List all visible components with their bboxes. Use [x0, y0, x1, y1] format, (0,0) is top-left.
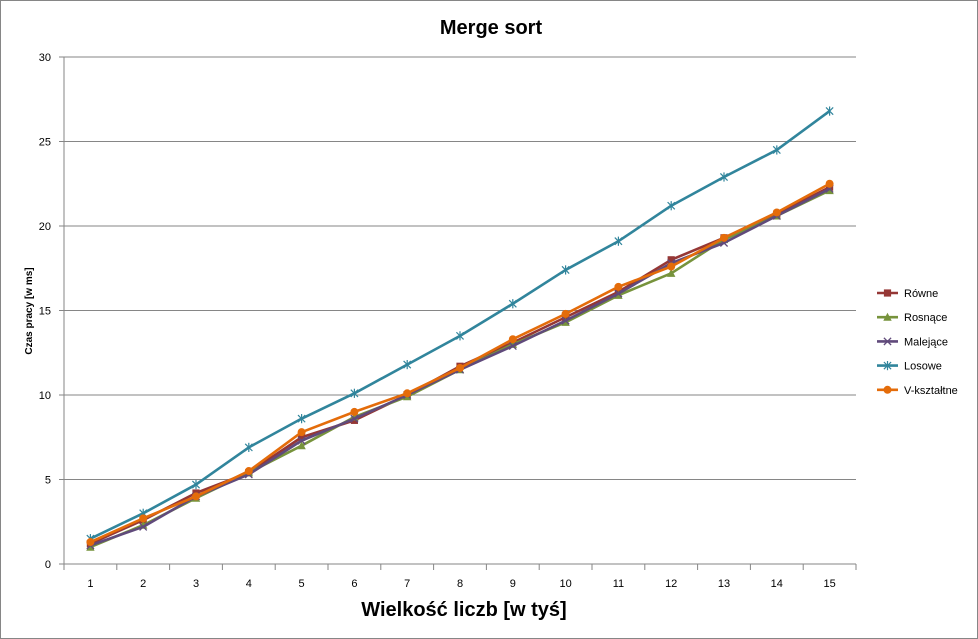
- data-point: [772, 145, 781, 155]
- legend-marker: [883, 337, 892, 346]
- data-point: [719, 172, 729, 182]
- x-tick-label: 4: [246, 578, 252, 590]
- data-point: [139, 514, 148, 523]
- series-line: [89, 110, 831, 540]
- x-tick-label: 9: [510, 578, 516, 590]
- legend-marker: [883, 312, 892, 321]
- x-tick-label: 15: [823, 578, 835, 590]
- series-layer: [86, 106, 834, 551]
- data-point: [667, 268, 676, 277]
- data-point: [350, 388, 359, 398]
- x-tick-label: 2: [140, 578, 146, 590]
- data-point: [455, 331, 465, 341]
- data-point: [456, 363, 464, 372]
- y-axis-label: Czas pracy [w ms]: [24, 267, 35, 354]
- data-point: [561, 309, 570, 318]
- data-point: [667, 262, 676, 271]
- data-point: [403, 389, 412, 398]
- legend-item: Równe: [877, 288, 938, 300]
- data-point: [298, 433, 306, 441]
- legend: Równe Rosnące Malejące Losowe V-kształtne: [877, 288, 958, 397]
- data-point: [667, 201, 676, 211]
- data-point: [297, 436, 306, 445]
- x-tick-label: 7: [404, 578, 410, 590]
- y-tick-label: 0: [45, 559, 51, 571]
- data-point: [614, 236, 623, 246]
- legend-label: Malejące: [904, 336, 948, 348]
- y-tick-label: 15: [39, 306, 51, 318]
- data-point: [244, 467, 253, 476]
- data-point: [297, 414, 306, 424]
- legend-marker-stroke: [883, 337, 892, 346]
- legend-marker: [883, 361, 892, 371]
- y-tick-label: 20: [39, 221, 51, 233]
- data-point: [667, 256, 675, 264]
- legend-item: Malejące: [877, 336, 948, 348]
- data-point-stroke: [508, 341, 517, 351]
- data-point: [191, 479, 201, 490]
- x-tick-label: 10: [559, 578, 571, 590]
- data-point: [86, 538, 95, 547]
- x-tick-label: 12: [665, 578, 677, 590]
- legend-marker: [883, 289, 892, 297]
- data-point: [825, 106, 834, 116]
- data-point: [825, 179, 834, 188]
- gridlines: [64, 56, 856, 480]
- y-tick-label: 5: [45, 475, 51, 487]
- x-tick-label: 3: [193, 578, 199, 590]
- data-point-stroke: [139, 522, 148, 531]
- x-tick-label: 6: [351, 578, 357, 590]
- legend-label: Równe: [904, 288, 938, 300]
- chart-title: Merge sort: [440, 17, 543, 39]
- x-tick-label: 5: [299, 578, 305, 590]
- legend-item: Rosnące: [877, 312, 947, 324]
- data-point-stroke: [350, 414, 359, 423]
- data-point-stroke: [561, 316, 570, 325]
- x-tick-label: 14: [771, 578, 783, 590]
- y-tick-label: 10: [39, 390, 51, 402]
- x-axis-label: Wielkość liczb [w tyś]: [361, 599, 566, 621]
- data-point: [350, 407, 359, 416]
- legend-item: V-kształtne: [877, 385, 958, 397]
- x-tick-label: 8: [457, 578, 463, 590]
- data-point-stroke: [297, 436, 306, 445]
- data-point: [350, 414, 359, 423]
- legend-label: Rosnące: [904, 312, 947, 324]
- legend-label: V-kształtne: [904, 385, 958, 397]
- data-point: [561, 316, 570, 325]
- data-point: [297, 428, 306, 437]
- legend-item: Losowe: [877, 361, 942, 373]
- x-tick-label: 1: [87, 578, 93, 590]
- x-tick-label: 11: [613, 578, 624, 590]
- x-tick-label: 13: [718, 578, 730, 590]
- data-point: [561, 265, 570, 275]
- data-point: [614, 282, 623, 291]
- data-point: [297, 441, 306, 450]
- data-point: [86, 542, 95, 551]
- data-point: [720, 233, 728, 242]
- data-point: [244, 442, 253, 452]
- data-point: [508, 299, 517, 309]
- data-point: [772, 208, 781, 217]
- series-4: [86, 179, 834, 547]
- data-point: [403, 359, 412, 370]
- y-tick-label: 25: [39, 137, 51, 149]
- y-tick-label: 30: [39, 52, 51, 64]
- data-point: [139, 522, 148, 531]
- legend-label: Losowe: [904, 361, 942, 373]
- series-3: [86, 106, 834, 544]
- data-point: [614, 289, 623, 298]
- data-point: [508, 335, 517, 344]
- data-point: [508, 341, 517, 351]
- legend-marker: [883, 385, 892, 394]
- data-point: [192, 492, 200, 501]
- data-point-stroke: [614, 289, 623, 298]
